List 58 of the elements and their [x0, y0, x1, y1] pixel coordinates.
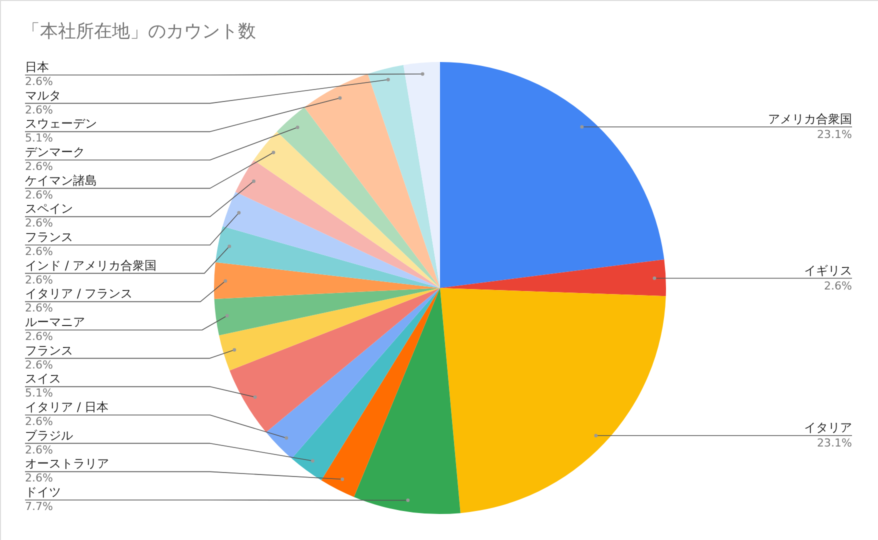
pie-slice [368, 64, 440, 288]
pie-slice [304, 74, 440, 288]
pie-slice [440, 62, 664, 288]
pie-slice [215, 226, 440, 288]
slice-label: スウェーデン [25, 116, 97, 131]
data-label: 5.1% [25, 132, 53, 145]
slice-label: フランス [25, 343, 73, 358]
data-label: 2.6% [824, 279, 852, 292]
chart-title: 「本社所在地」のカウント数 [22, 21, 256, 42]
slice-label: 日本 [25, 60, 49, 74]
slice-label: ケイマン諸島 [25, 173, 97, 188]
data-label: 2.6% [25, 415, 53, 428]
data-label: 5.1% [25, 386, 53, 400]
slice-label: ブラジル [25, 428, 73, 442]
data-label: 2.6% [25, 75, 53, 88]
slice-label: デンマーク [25, 145, 85, 159]
data-label: 2.6% [25, 160, 53, 173]
slice-label: イギリス [804, 263, 852, 278]
pie-slice [321, 288, 440, 497]
slice-label: ルーマニア [25, 315, 85, 329]
slice-label: スイス [25, 372, 61, 386]
data-label: 2.6% [25, 103, 53, 116]
slice-label: イタリア / 日本 [25, 400, 109, 414]
pie-slice [403, 62, 440, 288]
data-label: 2.6% [25, 216, 53, 230]
pie-slice [440, 259, 666, 296]
pie-slice [254, 132, 440, 288]
pie-slice [354, 288, 460, 514]
pie-slice [276, 107, 440, 288]
data-label: 2.6% [25, 273, 53, 286]
slice-label: フランス [25, 230, 73, 244]
data-label: 2.6% [25, 472, 53, 485]
data-label: 23.1% [817, 128, 852, 141]
data-label: 2.6% [25, 302, 53, 315]
pie-slice [292, 288, 440, 480]
slice-label: ドイツ [25, 485, 61, 499]
slice-label: スペイン [25, 202, 73, 216]
data-label: 2.6% [25, 443, 53, 456]
data-label: 2.6% [25, 330, 53, 343]
pie-slice [214, 262, 440, 299]
pie-slice [266, 288, 440, 459]
data-label: 7.7% [25, 500, 53, 513]
slice-label: マルタ [25, 88, 61, 102]
pie-slice [230, 288, 440, 432]
data-label: 2.6% [25, 188, 53, 202]
slice-label: オーストラリア [25, 456, 109, 471]
data-label: 2.6% [25, 358, 53, 372]
pie-slice [440, 288, 666, 514]
pie-slice [222, 192, 440, 288]
slice-label: イタリア / フランス [25, 286, 133, 301]
data-label: 2.6% [25, 245, 53, 258]
slice-label: アメリカ合衆国 [768, 112, 852, 126]
data-label: 23.1% [817, 436, 852, 450]
pie-slice [214, 288, 440, 336]
pie-slice [219, 288, 440, 370]
slice-label: イタリア [804, 420, 852, 435]
slice-label: インド / アメリカ合衆国 [25, 258, 157, 272]
pie-slice [235, 160, 440, 288]
